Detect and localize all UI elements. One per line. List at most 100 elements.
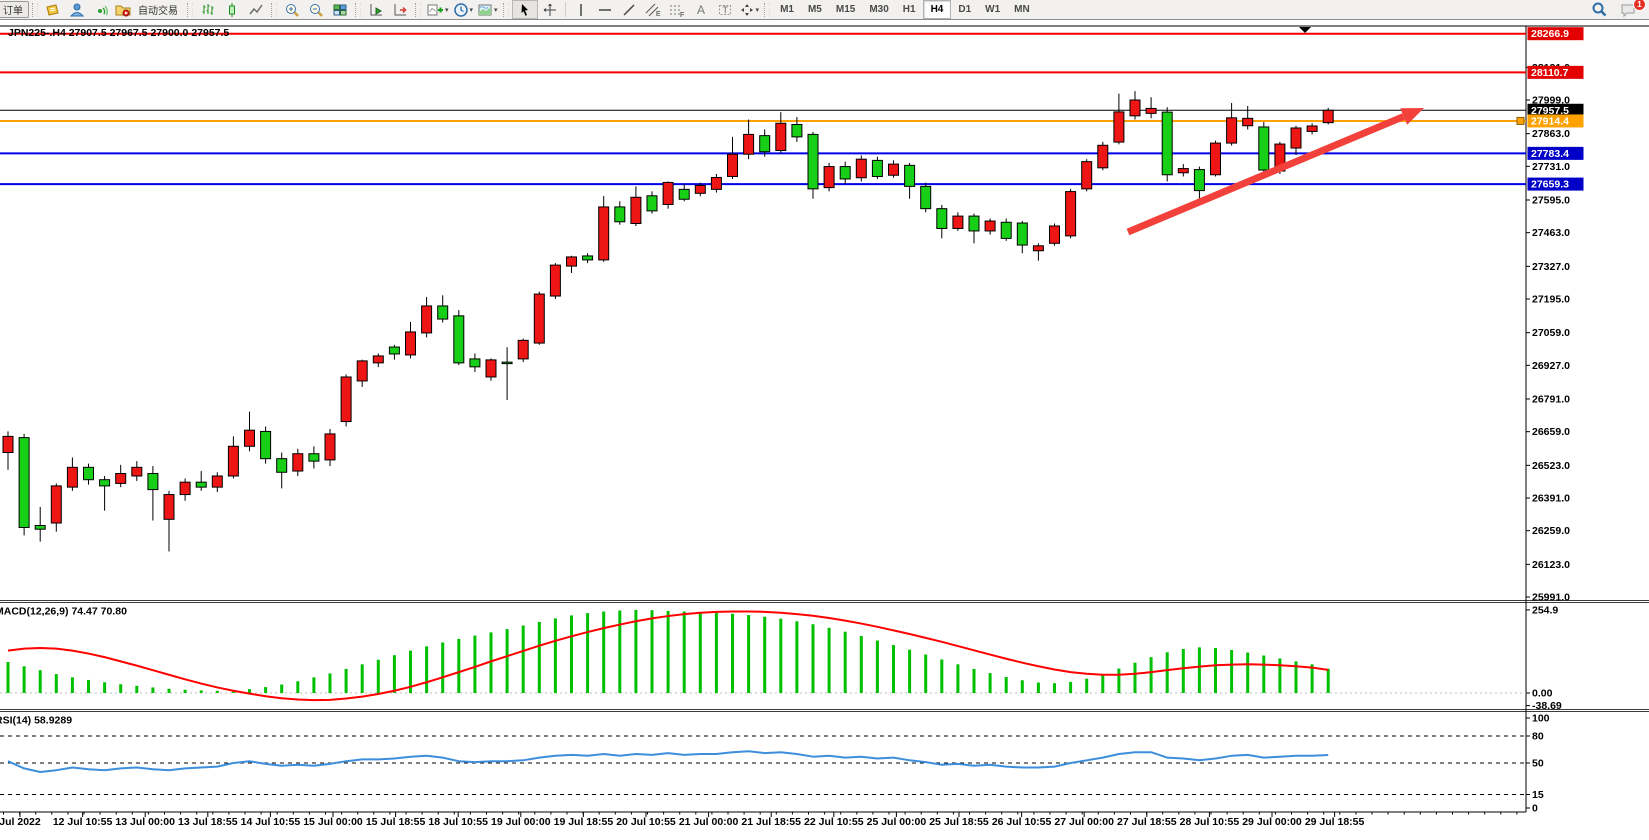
toolbar-grip [415,2,421,17]
price-axis[interactable]: 28131.027999.027863.027731.027595.027463… [1526,27,1584,815]
svg-text:15 Jul 18:55: 15 Jul 18:55 [366,816,426,828]
svg-text:27914.4: 27914.4 [1531,115,1569,127]
bar-chart-icon[interactable] [196,1,220,18]
equidistant-channel-icon[interactable]: E [641,1,665,18]
svg-text:26123.0: 26123.0 [1532,559,1570,571]
svg-text:13 Jul 18:55: 13 Jul 18:55 [178,816,238,828]
svg-text:E: E [656,11,661,18]
svg-text:254.9: 254.9 [1532,604,1558,616]
svg-text:25 Jul 18:55: 25 Jul 18:55 [929,816,989,828]
mql5-community-icon[interactable] [65,1,89,18]
auto-scroll-icon[interactable] [364,1,388,18]
svg-text:29 Jul 18:55: 29 Jul 18:55 [1305,816,1365,828]
tile-windows-icon[interactable] [328,1,352,18]
notifications-icon[interactable]: 1 [1617,0,1646,18]
dropdown-caret: ▾ [469,6,474,14]
svg-text:19 Jul 18:55: 19 Jul 18:55 [554,816,614,828]
autotrading-icon [115,5,131,16]
crosshair-icon[interactable] [538,1,562,18]
toolbar-grip [502,2,509,17]
dropdown-caret: ▾ [494,6,498,14]
chart-canvas[interactable]: 28131.027999.027863.027731.027595.027463… [0,20,1649,835]
horizontal-level-lines[interactable] [0,32,1526,186]
trend-arrow[interactable] [1126,108,1424,236]
toolbar-right-icons: 1 [1587,0,1646,18]
timeframe-H4[interactable]: H4 [922,0,952,19]
symbol-search-icon[interactable] [1587,1,1611,18]
horizontal-line-icon[interactable] [593,1,617,18]
svg-text:25 Jul 00:00: 25 Jul 00:00 [867,816,927,828]
chart-shift-icon[interactable] [388,1,412,18]
cursor-icon[interactable] [511,0,538,19]
templates-icon[interactable]: ▾ [475,1,500,18]
timeframe-MN[interactable]: MN [1014,4,1030,15]
periods-icon[interactable]: ▾ [451,1,476,18]
svg-text:80: 80 [1532,731,1544,743]
svg-text:F: F [680,12,684,18]
text-label-icon[interactable]: T [713,1,737,18]
timeframe-buttons: M1 M5 M15 M30 H1 H4 D1 W1 MN [773,0,1037,19]
svg-text:27 Jul 18:55: 27 Jul 18:55 [1117,816,1177,828]
toolbar-grip [764,2,771,17]
svg-text:27863.0: 27863.0 [1532,128,1570,140]
arrows-icon[interactable]: ▾ [737,1,762,18]
svg-text:26659.0: 26659.0 [1532,426,1570,438]
svg-text:RSI(14) 58.9289: RSI(14) 58.9289 [0,715,72,727]
timeframe-H1[interactable]: H1 [902,4,916,15]
svg-text:15: 15 [1532,789,1544,801]
new-order-icon[interactable] [41,1,65,18]
zoom-in-icon[interactable] [280,1,304,18]
svg-text:27 Jul 00:00: 27 Jul 00:00 [1054,816,1114,828]
svg-text:21 Jul 18:55: 21 Jul 18:55 [741,816,801,828]
zoom-out-icon[interactable] [304,1,328,18]
svg-text:100: 100 [1532,713,1550,725]
dropdown-caret: ▾ [445,6,449,14]
svg-text:26259.0: 26259.0 [1532,525,1570,537]
svg-text:27595.0: 27595.0 [1532,195,1570,207]
svg-text:13 Jul 00:00: 13 Jul 00:00 [115,816,175,828]
svg-text:26791.0: 26791.0 [1532,394,1570,406]
time-axis[interactable]: Jul 2022 12 Jul 10:55 13 Jul 00:00 13 Jul 1… [0,812,1518,828]
new-order-button[interactable]: 订单 [0,1,29,18]
timeframe-M15[interactable]: M15 [835,4,856,15]
svg-text:T: T [722,5,728,15]
svg-text:28 Jul 10:55: 28 Jul 10:55 [1180,816,1240,828]
timeframe-M1[interactable]: M1 [780,4,794,15]
toolbar-grip [271,2,277,17]
svg-text:28110.7: 28110.7 [1531,67,1569,79]
autotrading-label: 自动交易 [138,6,178,17]
svg-text:27731.0: 27731.0 [1532,161,1570,173]
timeframe-W1[interactable]: W1 [985,4,1001,15]
svg-text:27059.0: 27059.0 [1532,327,1570,339]
svg-text:12 Jul 10:55: 12 Jul 10:55 [53,816,113,828]
svg-text:27999.0: 27999.0 [1532,95,1570,107]
line-chart-icon[interactable] [244,1,268,18]
chart-window[interactable]: 28131.027999.027863.027731.027595.027463… [0,20,1649,835]
svg-text:27783.4: 27783.4 [1531,148,1569,160]
svg-text:50: 50 [1532,758,1544,770]
toolbar-grip [32,2,38,17]
svg-text:26391.0: 26391.0 [1532,493,1570,505]
svg-text:19 Jul 00:00: 19 Jul 00:00 [491,816,551,828]
vertical-line-icon[interactable] [569,1,593,18]
signals-icon[interactable] [89,1,113,18]
svg-text:27463.0: 27463.0 [1532,227,1570,239]
svg-text:27327.0: 27327.0 [1532,261,1570,273]
svg-text:25991.0: 25991.0 [1532,592,1570,604]
timeframe-M30[interactable]: M30 [869,4,889,15]
svg-text:-38.69: -38.69 [1532,700,1562,712]
timeframe-D1[interactable]: D1 [958,4,972,15]
fibonacci-icon[interactable]: F [665,1,689,18]
text-icon[interactable]: A [689,1,713,18]
svg-text:15 Jul 00:00: 15 Jul 00:00 [303,816,363,828]
svg-text:26 Jul 10:55: 26 Jul 10:55 [992,816,1052,828]
trendline-icon[interactable] [617,1,641,18]
svg-text:27195.0: 27195.0 [1532,294,1570,306]
autotrading-button[interactable]: 自动交易 [113,1,184,18]
add-indicator-icon[interactable]: ▾ [424,1,451,18]
svg-text:MACD(12,26,9) 74.47 70.80: MACD(12,26,9) 74.47 70.80 [0,606,127,618]
notification-badge: 1 [1633,0,1646,11]
timeframe-M5[interactable]: M5 [807,4,822,15]
candlestick-chart-icon[interactable] [220,1,244,18]
toolbar-grip [187,2,193,17]
